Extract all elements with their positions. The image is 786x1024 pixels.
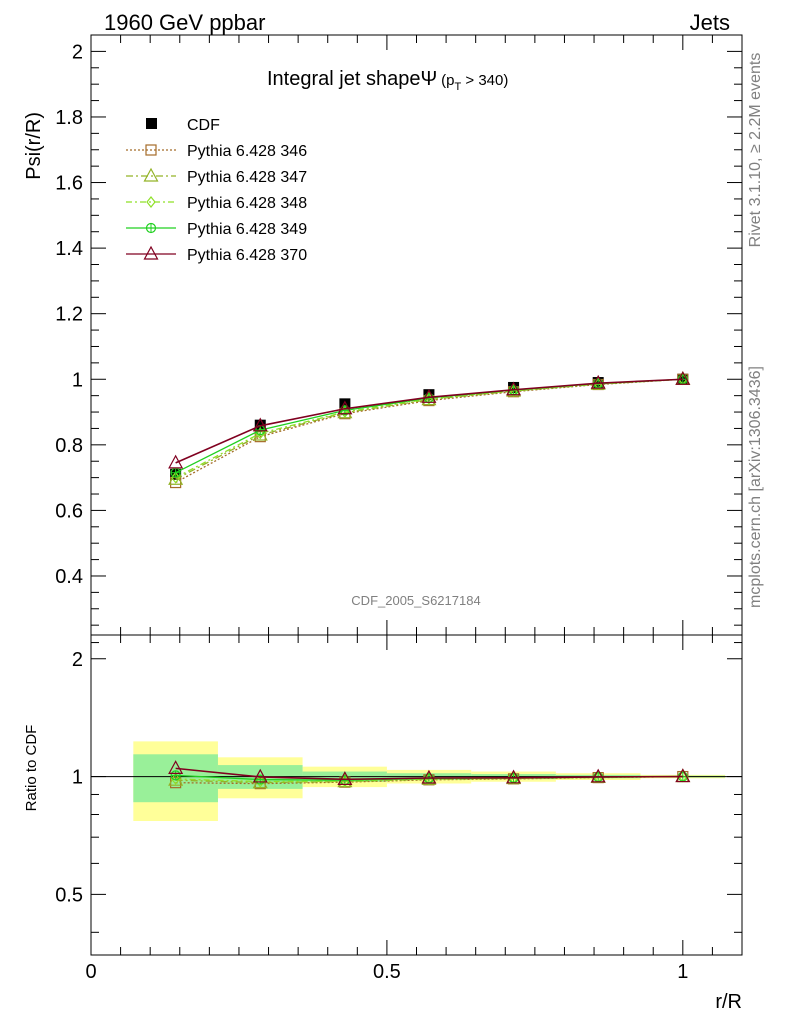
ratio-series-point: [675, 768, 691, 783]
legend-label-cdf: CDF: [187, 117, 220, 134]
legend-label: Pythia 6.428 346: [187, 143, 307, 160]
y-tick-label: 1.4: [55, 238, 83, 260]
ratio-series-point: [506, 769, 522, 784]
y-tick-label: 1.6: [55, 173, 83, 195]
watermark: CDF_2005_S6217184: [351, 593, 480, 608]
ratio-plot: [91, 741, 742, 821]
y-tick-label: 0.8: [55, 435, 83, 457]
side-label-top: Rivet 3.1.10, ≥ 2.2M events: [747, 53, 764, 248]
chart-title-sub-index: T: [455, 81, 462, 93]
series-point: [590, 374, 606, 389]
chart-title: Integral jet shapeΨ (pT > 340): [267, 68, 508, 93]
legend-marker: [143, 245, 159, 260]
x-tick-label: 0.5: [373, 961, 401, 983]
legend-marker-cdf: [146, 118, 157, 129]
legend-marker: [145, 144, 157, 156]
ratio-series-point: [590, 768, 606, 783]
x-axis-label: r/R: [715, 991, 742, 1013]
ratio-series-point: [252, 768, 268, 783]
y-tick-label: 0.5: [55, 884, 83, 906]
series-5: [168, 371, 691, 469]
header-left: 1960 GeV ppbar: [104, 10, 265, 35]
series-point: [252, 417, 268, 432]
y-tick-label: 1: [72, 767, 83, 789]
series-point: [168, 454, 184, 469]
chart-title-sub-tail: > 340): [461, 72, 508, 89]
y-tick-label: 2: [72, 649, 83, 671]
series-point: [337, 400, 353, 415]
series-point: [506, 381, 522, 396]
legend-label: Pythia 6.428 370: [187, 247, 307, 264]
y-tick-label: 2: [72, 41, 83, 63]
svg-text:Integral jet shapeΨ(pT > 340): Integral jet shapeΨ (pT > 340): [267, 68, 508, 93]
legend-marker: [143, 167, 159, 182]
ratio-series-point: [337, 771, 353, 785]
series-line: [175, 378, 683, 464]
y-tick-label: 1.2: [55, 304, 83, 326]
header-right: Jets: [690, 10, 730, 35]
axis-ticks: 0.4 0.6 0.8 1 1.2 1.4 1.6 1.8 2 0.5 1 2 0 0.5 1: [55, 35, 743, 983]
legend-label: Pythia 6.428 349: [187, 221, 307, 238]
y-tick-label: 0.6: [55, 500, 83, 522]
side-label-bottom: mcplots.cern.ch [arXiv:1306.3436]: [747, 366, 764, 608]
ratio-series-line: [175, 767, 683, 781]
legend-label: Pythia 6.428 348: [187, 195, 307, 212]
ratio-series-point: [170, 773, 181, 785]
main-plot: [168, 371, 691, 489]
ratio-y-axis-label: Ratio to CDF: [23, 725, 40, 812]
x-tick-label: 1: [677, 961, 688, 983]
chart-title-main: Integral jet shapeΨ: [267, 68, 437, 90]
ratio-series-point: [421, 769, 437, 784]
y-axis-label: Psi(r/R): [23, 112, 45, 180]
legend-marker: [146, 196, 156, 208]
x-tick-label: 0: [85, 961, 96, 983]
data-point-cdf: [339, 398, 351, 410]
series-2: [168, 371, 691, 485]
ratio-series-point: [168, 760, 184, 774]
chart-title-sub: (p: [441, 72, 454, 89]
y-tick-label: 1.8: [55, 107, 83, 129]
ratio-series-5: [168, 760, 691, 785]
legend: CDF Pythia 6.428 346 Pythia 6.428 347 Pythi…: [126, 117, 307, 264]
series-point: [675, 371, 691, 385]
series-point: [421, 389, 437, 403]
y-tick-label: 0.4: [55, 566, 83, 588]
legend-label: Pythia 6.428 347: [187, 169, 307, 186]
y-tick-label: 1: [72, 369, 83, 391]
